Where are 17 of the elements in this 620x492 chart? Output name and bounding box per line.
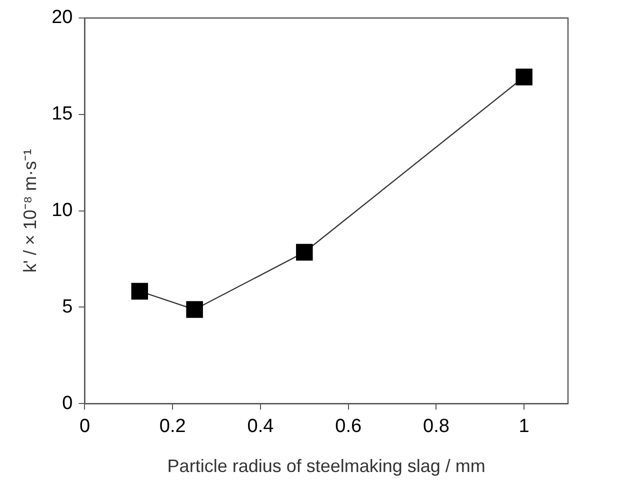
x-tick-label: 0.2 (159, 416, 186, 438)
point (516, 68, 532, 86)
x-tick-label: 0 (79, 416, 90, 438)
x-tick-label: 0.8 (422, 416, 450, 438)
x-tick-label: 0.4 (247, 416, 274, 438)
x-tick-label: 1 (518, 416, 530, 438)
point (131, 282, 148, 300)
y-tick-label: 10 (52, 200, 73, 222)
point (186, 301, 203, 318)
y-tick-label: 15 (52, 104, 73, 125)
y-tick-label: 0 (62, 392, 73, 414)
y-axis-title: k' / × 10⁻⁸ m·s⁻¹ (20, 149, 40, 273)
y-tick-label: 5 (62, 296, 73, 318)
x-axis-title: Particle radius of steelmaking slag / mm (167, 456, 486, 476)
point (296, 244, 313, 261)
y-tick-label: 20 (52, 7, 73, 28)
x-tick-label: 0.6 (335, 416, 362, 438)
